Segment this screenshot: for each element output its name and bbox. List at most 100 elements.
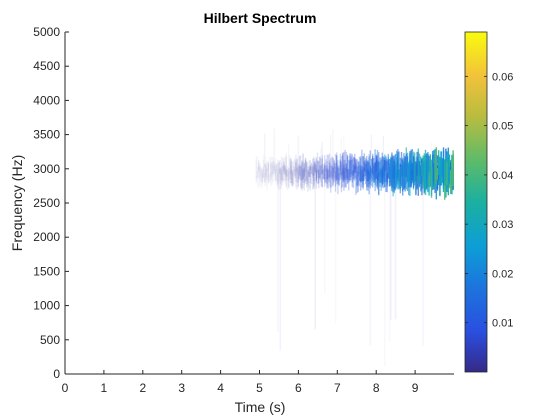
spectrum-cell	[372, 162, 374, 181]
spectrum-cell	[344, 149, 346, 180]
spectrum-cell	[372, 155, 374, 175]
spectrum-cell	[429, 154, 432, 188]
spectrum-cell	[318, 160, 320, 184]
spectrum-cell	[364, 164, 367, 185]
spectrum-cell	[302, 153, 304, 179]
y-tick-label: 4000	[33, 93, 60, 107]
spectrum-cell	[332, 158, 334, 177]
spectrum-cell	[310, 166, 313, 185]
spectrum-cell	[344, 159, 346, 188]
spectrum-cell	[348, 160, 350, 180]
spectrum-streak	[288, 144, 290, 168]
spectrum-cell	[364, 157, 367, 176]
spectrum-cell	[354, 153, 356, 178]
spectrum-cell	[358, 161, 361, 182]
spectrum-cell	[283, 165, 285, 174]
spectrum-cell	[288, 171, 290, 189]
spectrum-cell	[306, 163, 308, 181]
spectrum-cell	[410, 151, 412, 184]
spectrum-cell	[336, 152, 338, 181]
spectrum-streak	[320, 148, 322, 168]
spectrum-cell	[320, 158, 322, 175]
spectrum-cell	[276, 165, 278, 174]
spectrum-cell	[346, 154, 349, 182]
spectrum-cell	[398, 169, 400, 190]
spectrum-cell	[358, 156, 361, 175]
spectrum-cell	[310, 163, 313, 175]
spectrum-cell	[290, 160, 292, 180]
spectrum-streak	[340, 138, 343, 168]
spectrum-cell	[422, 157, 424, 182]
spectrum-cell	[344, 168, 346, 187]
spectrum-cell	[314, 161, 316, 172]
spectrum-cell	[333, 163, 336, 180]
spectrum-cell	[258, 162, 260, 170]
spectrum-cell	[364, 160, 367, 173]
spectrum-streak	[361, 150, 363, 168]
spectrum-cell	[321, 155, 324, 175]
colorbar	[464, 31, 488, 373]
spectrum-cell	[349, 159, 351, 180]
spectrum-cell	[291, 172, 294, 185]
spectrum-cell	[338, 168, 340, 181]
x-tick-label: 3	[178, 381, 185, 395]
spectrum-cell	[271, 162, 273, 181]
spectrum-cell	[370, 169, 373, 186]
spectrum-cell	[324, 162, 326, 180]
spectrum-cell	[362, 170, 364, 188]
spectrum-cell	[291, 170, 294, 187]
spectrum-cell	[351, 170, 354, 188]
spectrum-cell	[381, 165, 384, 185]
spectrum-cell	[272, 162, 274, 175]
spectrum-cell	[355, 165, 357, 179]
spectrum-cell	[259, 162, 261, 181]
spectrum-cell	[338, 166, 340, 186]
spectrum-cell	[367, 161, 369, 176]
spectrum-cell	[331, 166, 333, 178]
spectrum-cell	[280, 167, 283, 180]
spectrum-cell	[445, 157, 447, 198]
spectrum-cell	[308, 168, 310, 177]
spectrum-cell	[355, 160, 357, 170]
spectrum-cell	[363, 167, 366, 181]
spectrum-cell	[264, 163, 266, 183]
spectrum-cell	[326, 165, 328, 188]
spectrum-cell	[302, 168, 304, 189]
spectrum-cell	[295, 159, 297, 179]
spectrum-cell	[279, 167, 282, 175]
spectrum-cell	[363, 153, 366, 177]
colorbar-tick-label: 0.06	[492, 71, 513, 83]
spectrum-cell	[411, 163, 414, 175]
colorbar-ticks: 0.01 0.02 0.03 0.04 0.05 0.06	[465, 71, 513, 330]
spectrum-cell	[379, 168, 381, 183]
spectrum-cell	[280, 169, 283, 190]
spectrum-cell	[301, 160, 303, 181]
spectrum-cell	[384, 160, 386, 173]
spectrum-cell	[386, 173, 388, 185]
spectrum-cell	[366, 159, 368, 187]
spectrum-cell	[298, 166, 301, 180]
spectrum-streak	[332, 128, 334, 168]
spectrum-cell	[357, 166, 360, 177]
spectrum-cell	[282, 166, 284, 181]
spectrum-cell	[378, 152, 380, 179]
x-axis-label: Time (s)	[235, 399, 286, 415]
spectrum-cell	[332, 157, 334, 182]
spectrum-cell	[285, 156, 288, 177]
spectrum-cell	[320, 166, 322, 183]
y-axis-label: Frequency (Hz)	[9, 155, 25, 251]
spectrum-cell	[301, 163, 303, 189]
spectrum-cell	[375, 155, 378, 179]
spectrum-cell	[261, 171, 264, 182]
spectrum-cell	[370, 158, 373, 173]
spectrum-cell	[265, 163, 267, 176]
spectrum-cell	[392, 156, 394, 180]
spectrum-cell	[309, 165, 312, 183]
spectrum-cell	[267, 161, 270, 178]
spectrum-cell	[391, 161, 393, 192]
spectrum-cell	[367, 161, 369, 188]
spectrum-cell	[446, 162, 448, 185]
spectrum-cell	[382, 163, 385, 182]
spectrum-cell	[370, 168, 373, 179]
spectrum-cell	[316, 159, 319, 173]
